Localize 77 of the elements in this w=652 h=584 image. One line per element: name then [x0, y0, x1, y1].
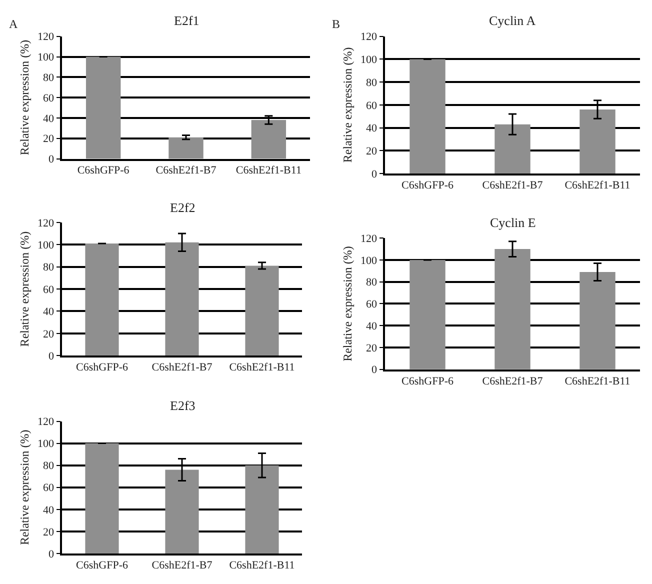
y-tick-label: 20 — [43, 133, 55, 146]
y-axis-title: Relative expression (%) — [17, 430, 32, 546]
y-tick-label: 0 — [48, 154, 55, 166]
x-tick-label: C6shE2f1-B11 — [236, 164, 302, 177]
bar — [494, 249, 530, 370]
y-tick-label: 80 — [366, 76, 378, 89]
bar — [86, 56, 121, 159]
bar — [245, 266, 279, 356]
y-tick-label: 0 — [48, 350, 55, 362]
chart-title: E2f1 — [174, 13, 200, 28]
bar — [85, 443, 119, 554]
y-axis-title: Relative expression (%) — [340, 246, 354, 362]
y-tick-label: 20 — [366, 342, 378, 354]
y-tick-label: 100 — [38, 239, 55, 252]
bar — [494, 124, 530, 174]
text: A — [9, 17, 18, 31]
y-tick-label: 80 — [366, 276, 378, 289]
bar — [251, 120, 286, 159]
y-tick-label: 100 — [360, 54, 378, 66]
x-tick-label: C6shGFP-6 — [402, 179, 454, 192]
x-tick-label: C6shE2f1-B11 — [229, 362, 295, 374]
y-tick-label: 120 — [38, 31, 55, 44]
y-axis-title: Relative expression (%) — [17, 40, 32, 156]
y-tick-label: 0 — [48, 548, 55, 560]
y-tick-label: 40 — [366, 122, 378, 135]
x-tick-label: C6shE2f1-B7 — [152, 559, 213, 572]
y-tick-label: 100 — [38, 438, 55, 450]
y-tick-label: 40 — [43, 306, 55, 318]
y-tick-label: 100 — [38, 52, 55, 64]
y-tick-label: 80 — [43, 72, 55, 84]
text: B — [332, 17, 340, 31]
y-tick-label: 20 — [43, 526, 55, 538]
x-tick-label: C6shE2f1-B7 — [482, 375, 544, 388]
bar — [165, 470, 199, 554]
y-tick-label: 120 — [38, 416, 55, 428]
y-tick-label: 20 — [366, 145, 378, 158]
y-tick-label: 80 — [43, 262, 55, 274]
y-tick-label: 80 — [43, 460, 55, 472]
y-tick-label: 60 — [43, 482, 55, 494]
y-tick-label: 60 — [43, 284, 55, 296]
bar — [410, 59, 446, 174]
y-tick-label: 20 — [43, 328, 55, 340]
y-tick-label: 60 — [366, 298, 378, 311]
y-tick-label: 40 — [366, 320, 378, 332]
y-tick-label: 60 — [366, 100, 378, 112]
y-tick-label: 120 — [38, 217, 55, 230]
bar — [85, 244, 119, 356]
x-tick-label: C6shE2f1-B11 — [564, 375, 630, 388]
x-tick-label: C6shGFP-6 — [76, 559, 128, 572]
x-tick-label: C6shGFP-6 — [76, 362, 128, 374]
chart-title: E2f2 — [170, 200, 196, 215]
y-tick-label: 40 — [43, 504, 55, 516]
chart-title: Cyclin A — [489, 13, 536, 28]
y-tick-label: 100 — [360, 254, 378, 267]
y-tick-label: 60 — [43, 92, 55, 104]
bar — [245, 465, 279, 554]
x-tick-label: C6shE2f1-B7 — [482, 179, 544, 192]
bar — [580, 109, 616, 174]
chart-title: Cyclin E — [490, 215, 536, 230]
y-axis-title: Relative expression (%) — [340, 47, 354, 163]
bar — [410, 260, 446, 370]
bar — [168, 137, 204, 159]
x-tick-label: C6shE2f1-B11 — [564, 179, 630, 192]
chart-title: E2f3 — [170, 398, 196, 413]
x-tick-label: C6shE2f1-B7 — [152, 362, 213, 374]
x-tick-label: C6shE2f1-B7 — [156, 164, 217, 177]
y-tick-label: 40 — [43, 112, 55, 125]
y-tick-label: 0 — [372, 168, 378, 180]
y-tick-label: 120 — [360, 31, 378, 44]
y-tick-label: 120 — [360, 232, 378, 245]
x-tick-label: C6shGFP-6 — [402, 375, 454, 388]
bar — [165, 242, 199, 356]
bar — [580, 272, 616, 370]
y-tick-label: 0 — [372, 364, 378, 376]
x-tick-label: C6shE2f1-B11 — [229, 559, 295, 572]
y-axis-title: Relative expression (%) — [17, 231, 32, 347]
x-tick-label: C6shGFP-6 — [77, 164, 130, 177]
